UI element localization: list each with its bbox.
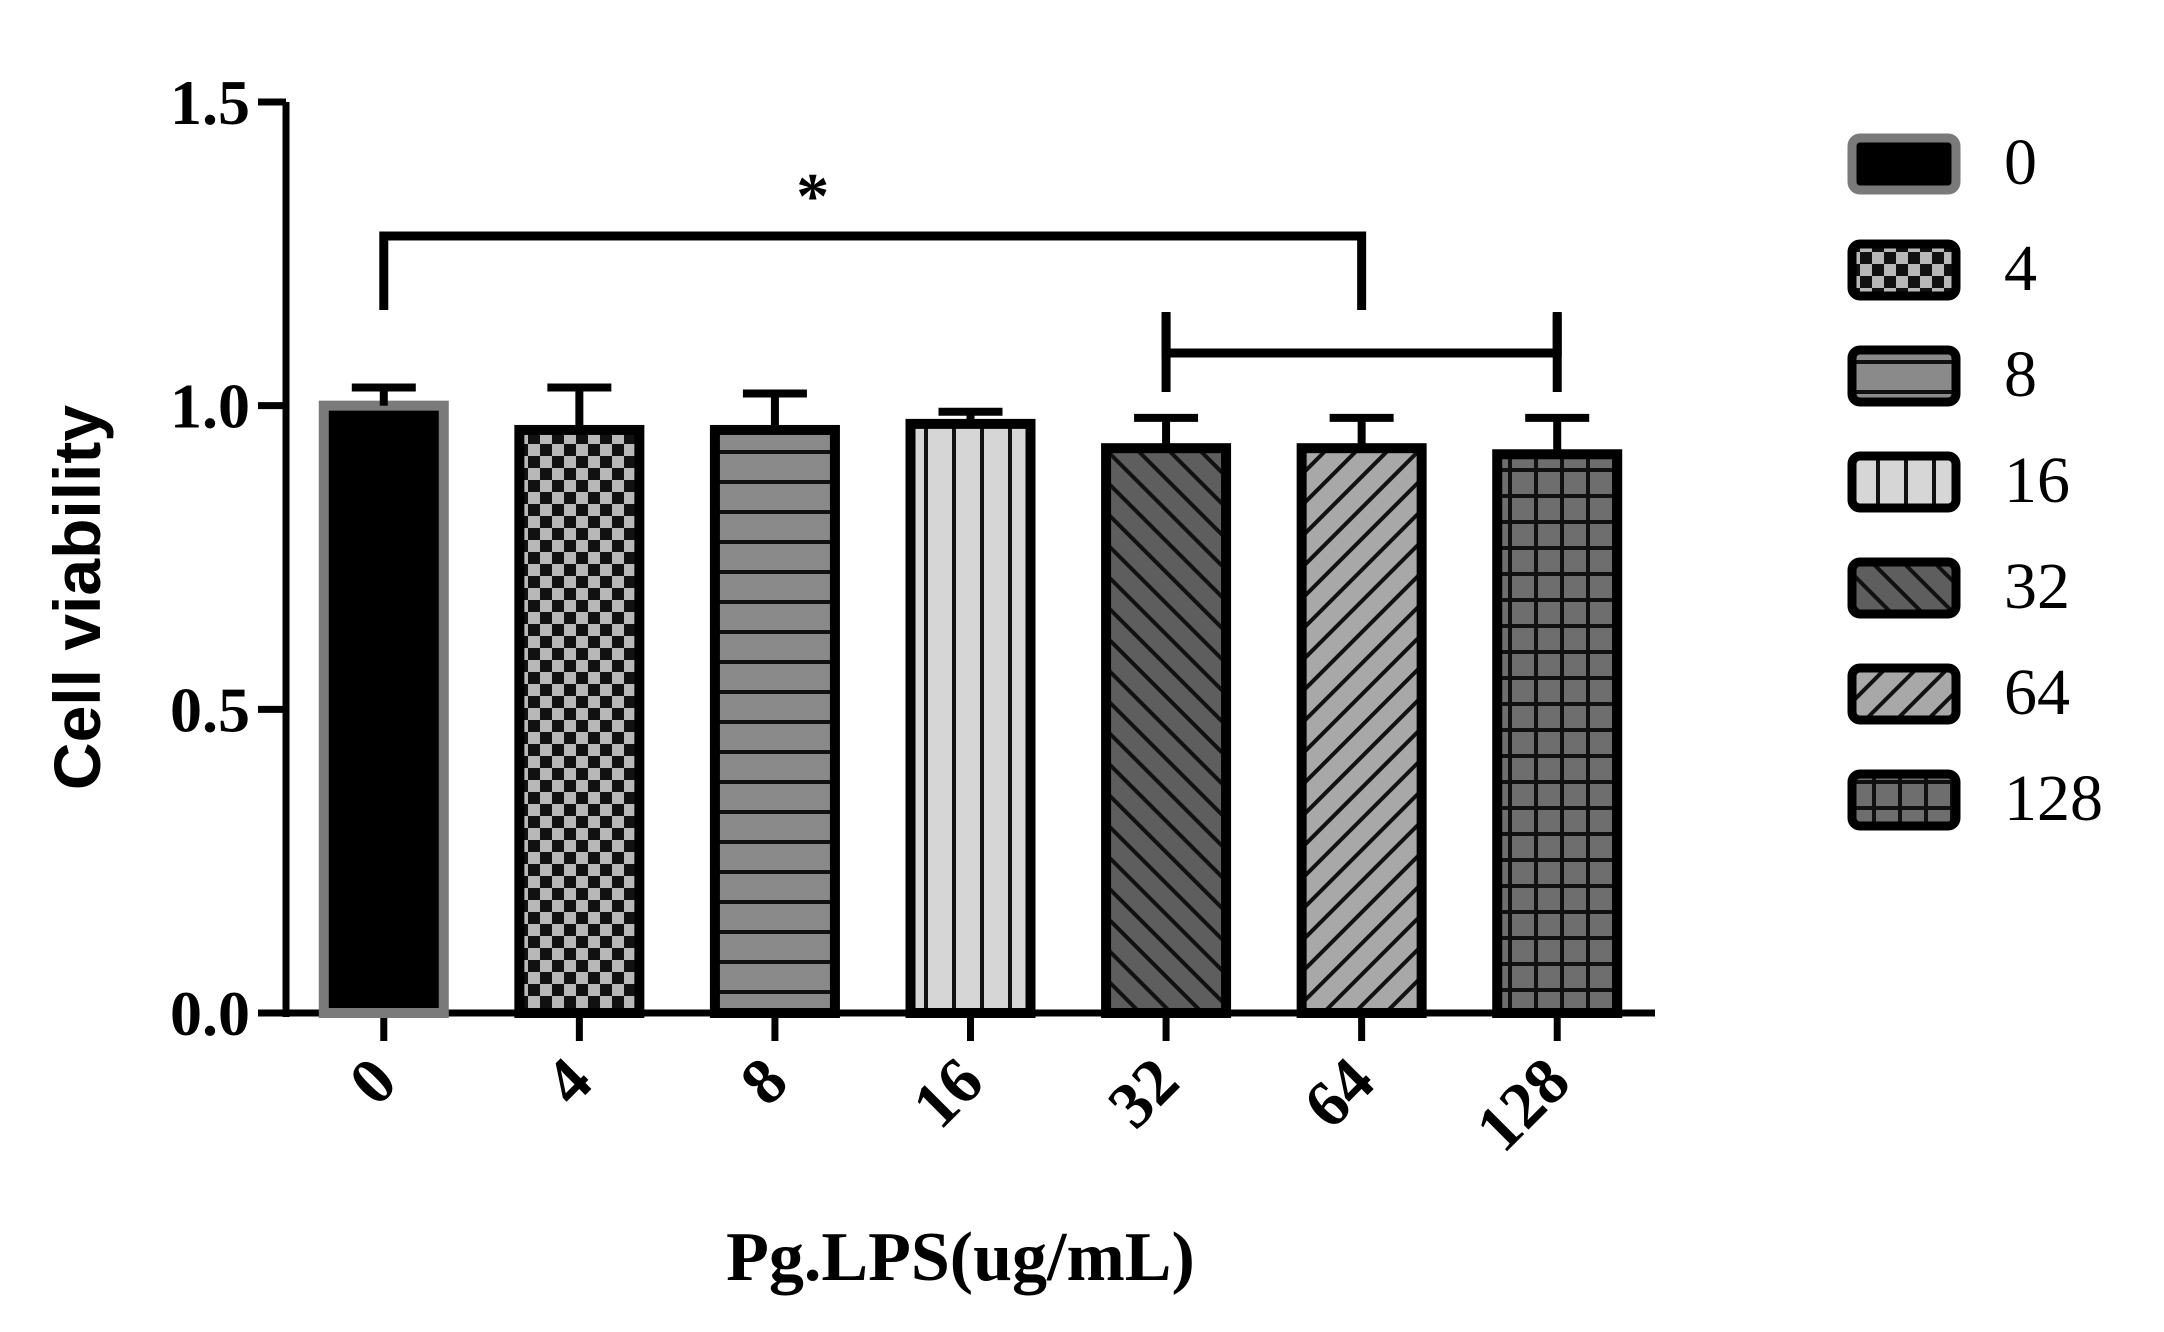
legend-swatch-128 bbox=[1847, 769, 1961, 831]
legend-swatch-64 bbox=[1847, 663, 1961, 725]
y-tick-label: 1.5 bbox=[170, 67, 250, 138]
y-tick-label: 0.0 bbox=[170, 978, 250, 1049]
x-tick-label: 16 bbox=[899, 1044, 997, 1142]
bar-4 bbox=[514, 424, 645, 1018]
significance-bracket bbox=[1161, 314, 1562, 358]
y-tick-label: 0.5 bbox=[170, 674, 250, 745]
x-tick-label: 4 bbox=[531, 1044, 606, 1119]
legend-swatch-16 bbox=[1847, 451, 1961, 513]
legend-label: 16 bbox=[2004, 444, 2070, 517]
x-tick-label: 64 bbox=[1290, 1044, 1388, 1142]
x-tick-label: 128 bbox=[1462, 1044, 1584, 1166]
x-tick-label: 32 bbox=[1094, 1044, 1192, 1142]
bars bbox=[318, 383, 1623, 1018]
bar-64 bbox=[1296, 443, 1427, 1018]
y-axis-title: Cell viability bbox=[40, 405, 114, 790]
legend: 0 4 8 16 32 64 128 bbox=[1847, 126, 2103, 835]
bar-8 bbox=[709, 424, 840, 1018]
legend-label: 4 bbox=[2004, 232, 2037, 305]
legend-label: 8 bbox=[2004, 338, 2037, 411]
bar-32 bbox=[1101, 443, 1232, 1018]
significance-brackets: * bbox=[379, 160, 1562, 392]
y-tick-label: 1.0 bbox=[170, 371, 250, 442]
legend-label: 64 bbox=[2004, 656, 2070, 729]
x-axis-title: Pg.LPS(ug/mL) bbox=[726, 1219, 1195, 1296]
x-tick-label: 0 bbox=[335, 1044, 410, 1119]
legend-swatch-0 bbox=[1847, 133, 1961, 195]
legend-label: 128 bbox=[2004, 762, 2103, 835]
bar-0 bbox=[318, 400, 449, 1018]
bar-128 bbox=[1492, 449, 1623, 1018]
legend-swatch-32 bbox=[1847, 557, 1961, 619]
legend-swatch-8 bbox=[1847, 345, 1961, 407]
significance-bracket bbox=[379, 231, 1367, 310]
bar-16 bbox=[905, 418, 1036, 1018]
x-tick-label: 8 bbox=[727, 1044, 802, 1119]
legend-label: 0 bbox=[2004, 126, 2037, 199]
legend-swatch-4 bbox=[1847, 239, 1961, 301]
legend-label: 32 bbox=[2004, 550, 2070, 623]
significance-label: * bbox=[796, 160, 829, 233]
